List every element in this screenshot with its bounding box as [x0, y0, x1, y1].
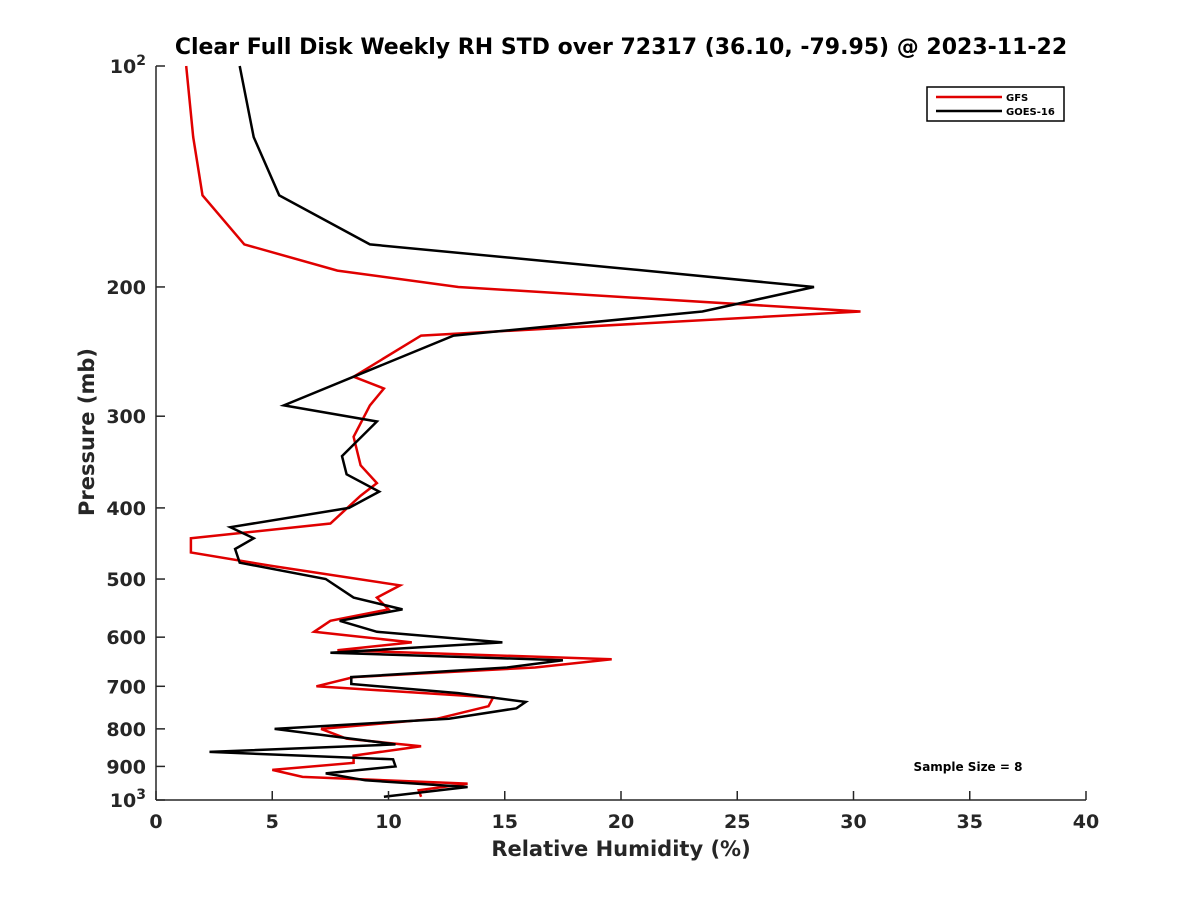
- x-tick-label: 30: [840, 811, 866, 833]
- x-tick-label: 20: [608, 811, 634, 833]
- y-tick-label: 700: [106, 676, 146, 698]
- y-tick-label: 300: [106, 406, 146, 428]
- chart-title: Clear Full Disk Weekly RH STD over 72317…: [175, 35, 1067, 60]
- x-tick-label: 0: [149, 811, 162, 833]
- plot-area: 0 5 10 15 20 25 30 35 40 102 200 300 400 500 600 700 800…: [106, 53, 1099, 833]
- legend-label-goes-16: GOES-16: [1006, 107, 1055, 118]
- y-tick-label: 500: [106, 569, 146, 591]
- y-tick-label: 600: [106, 627, 146, 649]
- series-line-gfs: [184, 65, 861, 798]
- x-tick-label: 10: [375, 811, 401, 833]
- y-tick-label: 900: [106, 756, 146, 778]
- x-axis-label: Relative Humidity (%): [491, 837, 750, 861]
- y-tick-label: 200: [106, 277, 146, 299]
- y-tick-label: 103: [110, 787, 146, 812]
- x-tick-label: 35: [957, 811, 983, 833]
- y-tick-label: 102: [110, 53, 146, 78]
- series-line-goes-16: [209, 65, 815, 799]
- y-tick-label: 800: [106, 719, 146, 741]
- x-tick-label: 40: [1073, 811, 1099, 833]
- x-tick-label: 15: [492, 811, 518, 833]
- y-axis-label: Pressure (mb): [75, 348, 99, 516]
- sample-size-annotation: Sample Size = 8: [914, 760, 1023, 774]
- legend-box: [926, 86, 1065, 122]
- legend: GFS GOES-16: [926, 86, 1065, 122]
- x-tick-label: 5: [266, 811, 279, 833]
- y-tick-label: 400: [106, 498, 146, 520]
- legend-label-gfs: GFS: [1006, 93, 1028, 104]
- x-tick-label: 25: [724, 811, 750, 833]
